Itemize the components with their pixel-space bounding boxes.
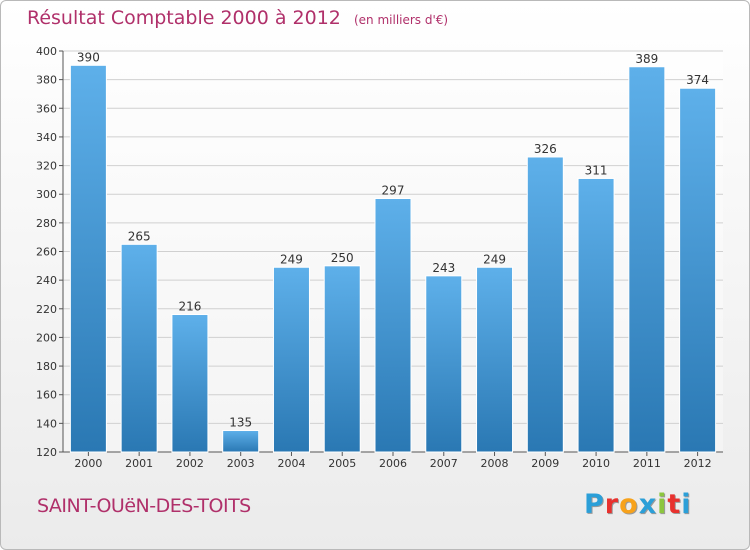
bar <box>374 198 412 453</box>
proxiti-logo: Proxiti <box>584 489 692 520</box>
bar-value-label: 390 <box>77 50 100 64</box>
y-tick-label: 120 <box>36 446 57 459</box>
bar-value-label: 250 <box>331 251 354 265</box>
x-tick-label: 2002 <box>176 457 204 470</box>
y-tick-label: 400 <box>36 45 57 58</box>
x-tick-label: 2007 <box>430 457 458 470</box>
y-tick-label: 320 <box>36 160 57 173</box>
logo-letter: o <box>619 489 639 520</box>
bar <box>120 243 158 453</box>
x-tick-label: 2003 <box>227 457 255 470</box>
x-tick-label: 2009 <box>531 457 559 470</box>
x-tick-label: 2004 <box>277 457 305 470</box>
bar <box>222 430 260 453</box>
bar <box>425 275 463 453</box>
y-tick-label: 280 <box>36 217 57 230</box>
bar <box>476 266 514 453</box>
x-tick-label: 2005 <box>328 457 356 470</box>
y-tick-label: 160 <box>36 389 57 402</box>
bar <box>272 266 310 453</box>
bar-value-label: 135 <box>229 416 252 430</box>
bar-value-label: 374 <box>686 73 709 87</box>
bar-value-label: 326 <box>534 142 557 156</box>
y-tick-label: 300 <box>36 188 57 201</box>
chart-title: Résultat Comptable 2000 à 2012 (en milli… <box>27 7 448 29</box>
bar <box>577 177 615 453</box>
x-tick-label: 2011 <box>633 457 661 470</box>
y-tick-label: 240 <box>36 274 57 287</box>
x-tick-label: 2001 <box>125 457 153 470</box>
bar <box>323 265 361 453</box>
bar <box>628 66 666 453</box>
bar-value-label: 249 <box>280 252 303 266</box>
x-tick-label: 2000 <box>74 457 102 470</box>
y-tick-label: 360 <box>36 102 57 115</box>
bar <box>526 156 564 453</box>
x-tick-label: 2008 <box>481 457 509 470</box>
bar-value-label: 243 <box>432 261 455 275</box>
chart-title-text: Résultat Comptable 2000 à 2012 <box>27 7 341 29</box>
logo-letter: i <box>657 489 668 520</box>
bar-value-label: 389 <box>635 52 658 66</box>
bar-value-label: 265 <box>128 229 151 243</box>
bar-value-label: 297 <box>382 184 405 198</box>
y-tick-label: 180 <box>36 360 57 373</box>
x-tick-label: 2006 <box>379 457 407 470</box>
y-tick-label: 200 <box>36 331 57 344</box>
logo-letter: i <box>681 489 692 520</box>
y-tick-label: 380 <box>36 74 57 87</box>
commune-name: SAINT-OUëN-DES-TOITS <box>37 495 251 517</box>
y-tick-label: 260 <box>36 246 57 259</box>
bar-value-label: 216 <box>178 300 201 314</box>
y-tick-label: 220 <box>36 303 57 316</box>
y-tick-label: 140 <box>36 417 57 430</box>
bar-value-label: 249 <box>483 252 506 266</box>
x-tick-label: 2010 <box>582 457 610 470</box>
logo-letter: x <box>638 489 658 520</box>
logo-letter: t <box>667 489 682 520</box>
bar <box>171 314 209 453</box>
x-tick-label: 2012 <box>684 457 712 470</box>
bar-value-label: 311 <box>585 163 608 177</box>
bar <box>679 87 717 453</box>
logo-letter: r <box>604 489 620 520</box>
chart-unit-note: (en milliers d'€) <box>353 13 449 27</box>
logo-letter: P <box>584 489 605 520</box>
y-tick-label: 340 <box>36 131 57 144</box>
bar <box>69 64 107 453</box>
